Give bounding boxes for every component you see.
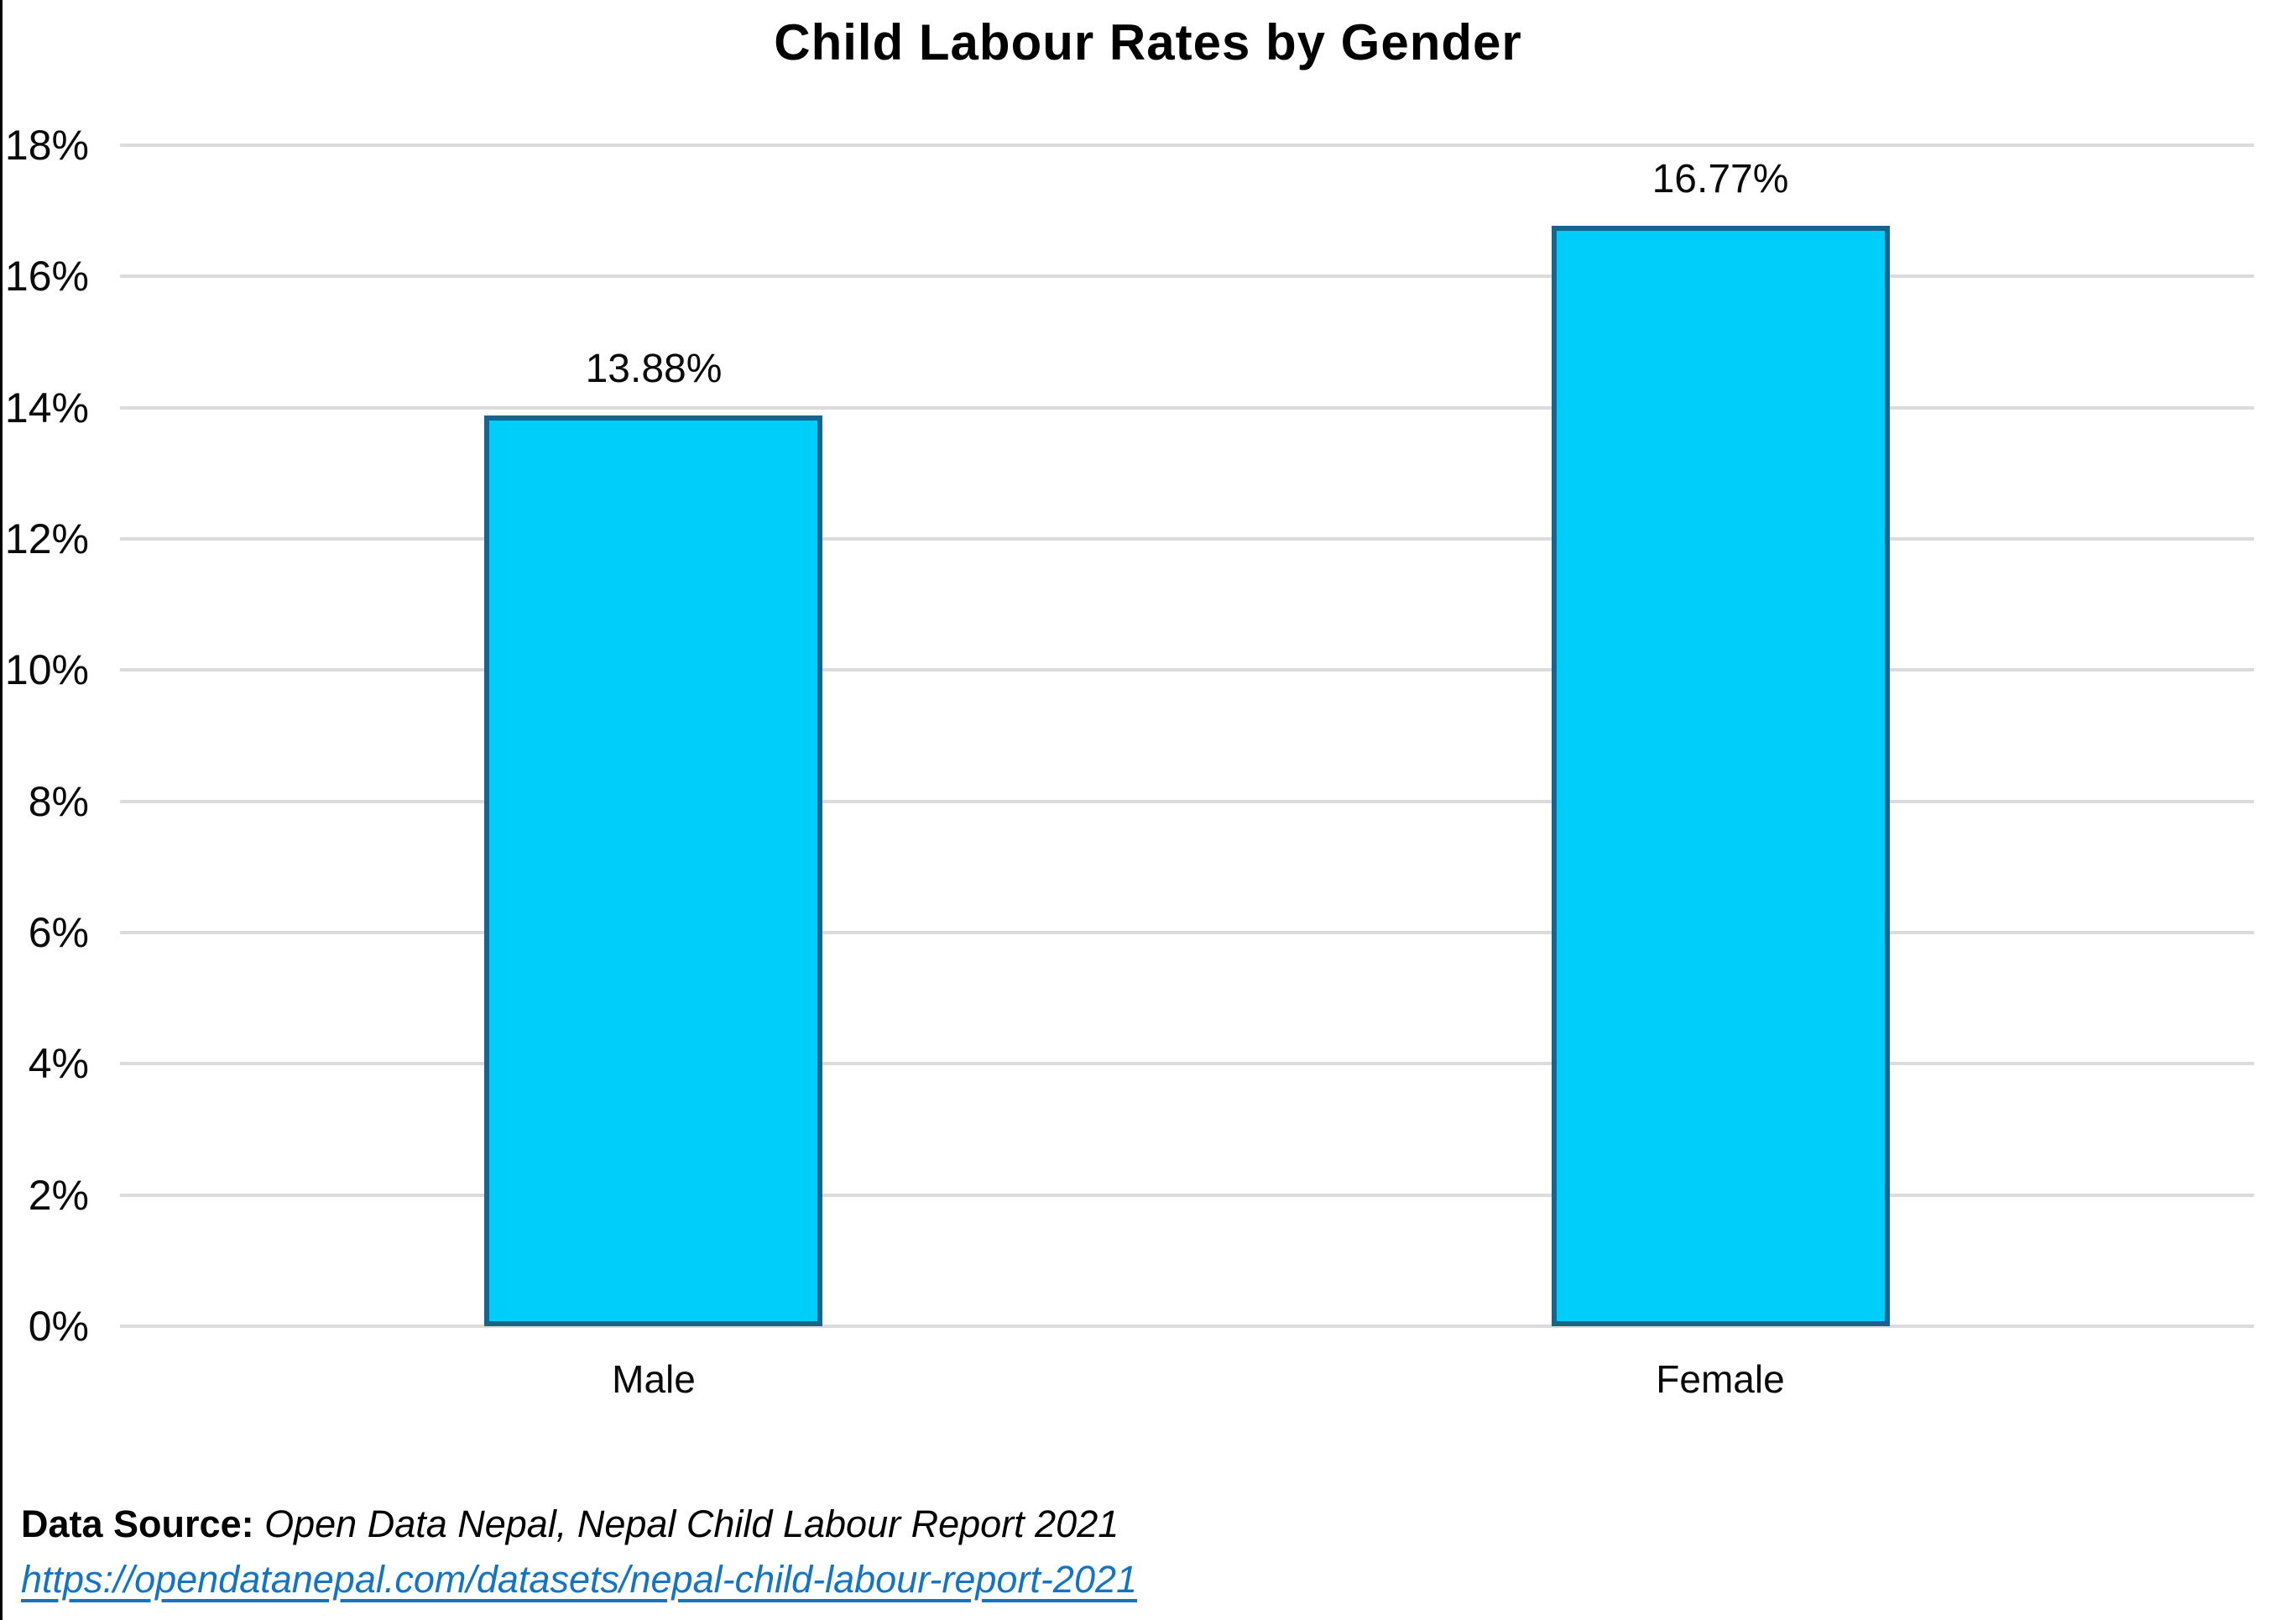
gridline-18% xyxy=(120,144,2254,147)
y-tick-label-2%: 2% xyxy=(28,1171,89,1219)
footer: Data Source: Open Data Nepal, Nepal Chil… xyxy=(21,1502,2035,1602)
y-tick-label-10%: 10% xyxy=(4,646,89,694)
bar-value-label-female: 16.77% xyxy=(1652,157,1789,201)
gridline-6% xyxy=(120,931,2254,934)
plot-area: 13.88% 16.77% xyxy=(120,144,2254,1328)
y-tick-label-0%: 0% xyxy=(28,1303,89,1350)
data-source-link[interactable]: https://opendatanepal.com/datasets/nepal… xyxy=(21,1558,1138,1601)
y-tick-label-12%: 12% xyxy=(4,515,89,562)
category-label-female: Female xyxy=(1656,1357,1785,1401)
data-source-line: Data Source: Open Data Nepal, Nepal Chil… xyxy=(21,1502,2035,1546)
y-tick-label-18%: 18% xyxy=(4,122,89,169)
y-tick-label-14%: 14% xyxy=(4,384,89,431)
gridline-12% xyxy=(120,537,2254,541)
gridline-10% xyxy=(120,668,2254,672)
y-tick-label-16%: 16% xyxy=(4,253,89,300)
gridline-16% xyxy=(120,274,2254,279)
gridline-14% xyxy=(120,405,2254,410)
bar-male xyxy=(484,415,822,1326)
y-tick-label-4%: 4% xyxy=(28,1040,89,1088)
left-frame-line xyxy=(0,0,3,1620)
y-tick-label-8%: 8% xyxy=(28,777,89,825)
chart-title: Child Labour Rates by Gender xyxy=(774,14,1522,71)
y-axis-tick-labels: 0% 2% 4% 6% 8% 10% 12% 14% 16% 18% xyxy=(0,122,89,1350)
data-source-label: Data Source: xyxy=(21,1502,254,1545)
bar-value-label-male: 13.88% xyxy=(585,347,723,391)
data-source-text: Open Data Nepal, Nepal Child Labour Repo… xyxy=(264,1502,1119,1545)
bar-female xyxy=(1552,226,1890,1326)
gridline-4% xyxy=(120,1062,2254,1066)
category-label-male: Male xyxy=(612,1357,696,1401)
gridline-0% xyxy=(120,1325,2254,1328)
y-tick-label-6%: 6% xyxy=(28,909,89,956)
gridline-2% xyxy=(120,1193,2254,1197)
gridline-8% xyxy=(120,799,2254,803)
x-axis-category-labels: Male Female xyxy=(120,1326,2254,1427)
